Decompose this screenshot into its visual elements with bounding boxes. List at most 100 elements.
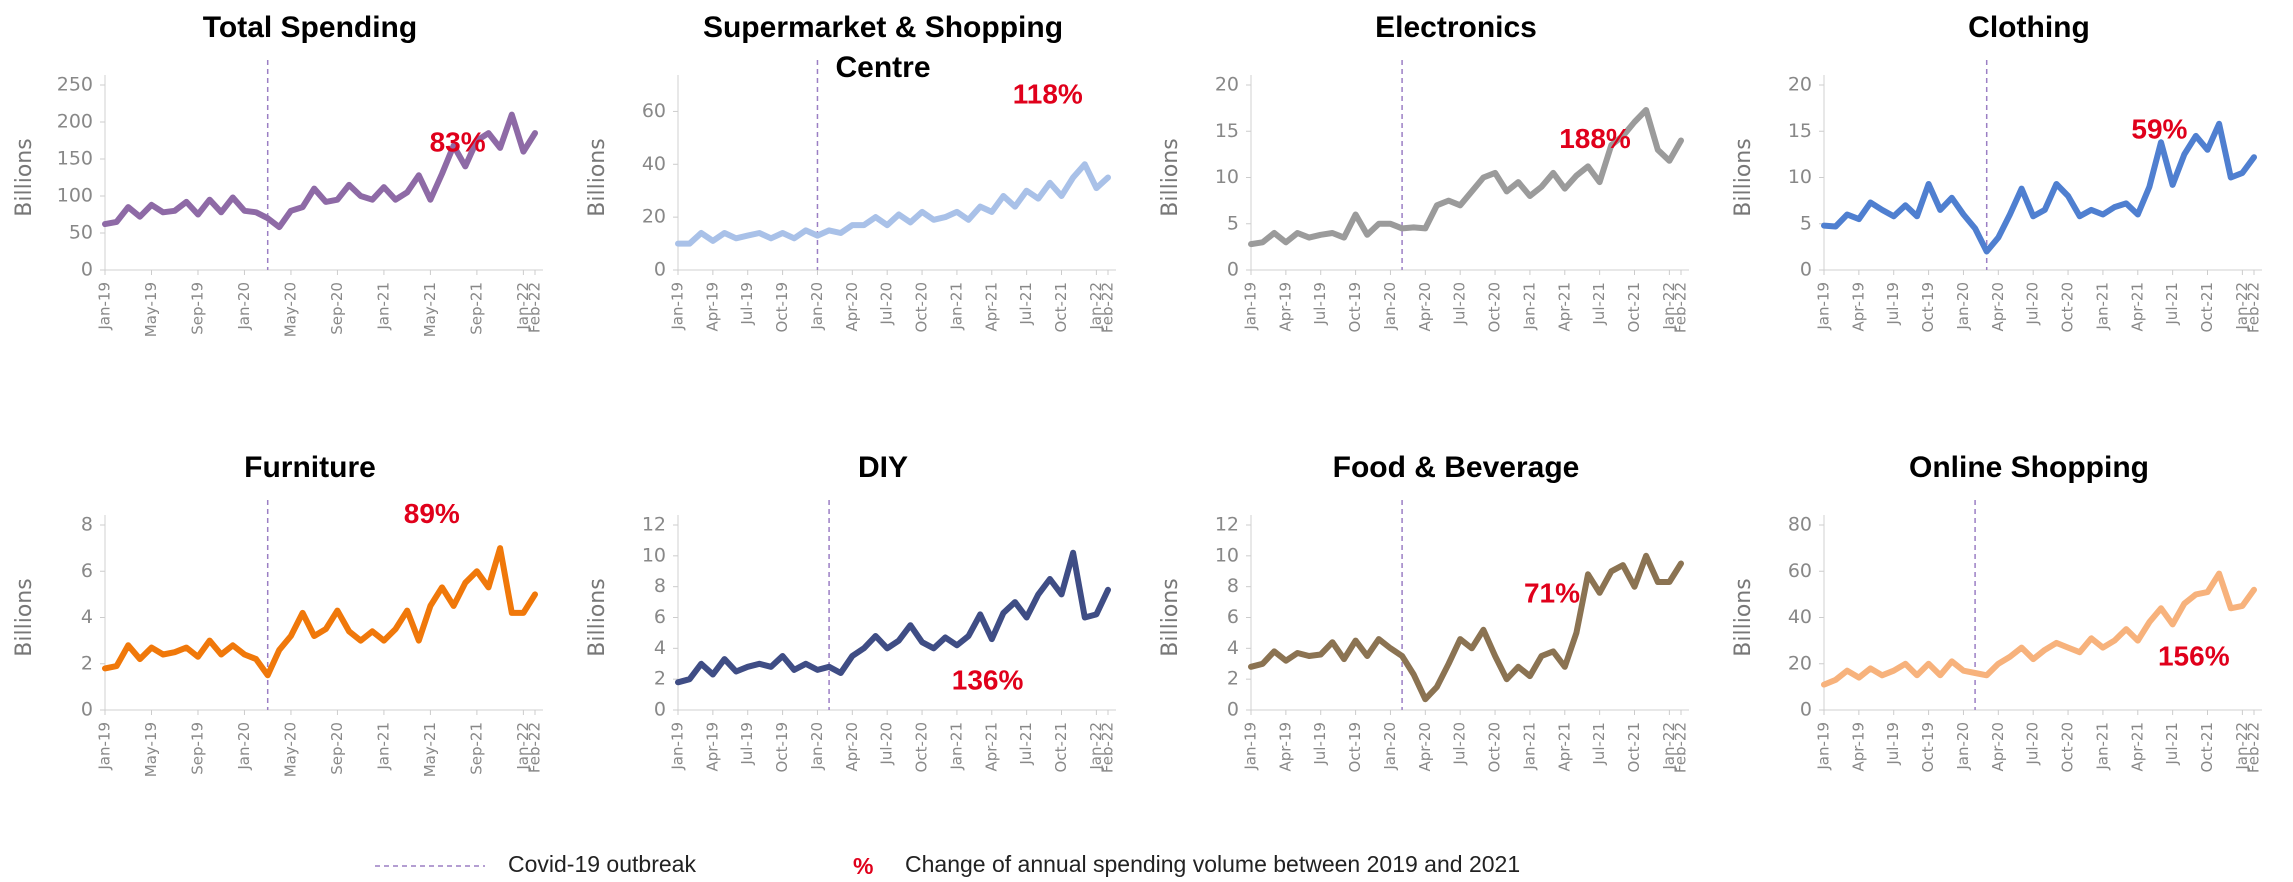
legend-change-text: Change of annual spending volume between… (905, 851, 1520, 877)
x-tick-label: Jan-21 (374, 722, 392, 771)
series-line (675, 161, 1111, 247)
x-tick-label: Jan-20 (1381, 282, 1399, 331)
x-tick-label: Jul-19 (738, 282, 756, 326)
x-tick-label: Oct-20 (1486, 722, 1504, 772)
y-axis-label: Billions (12, 138, 37, 216)
chart-title: DIY (857, 451, 908, 484)
y-tick-label: 80 (1788, 514, 1812, 536)
x-tick-label: Jul-21 (2163, 722, 2181, 766)
x-tick-label: Apr-20 (1989, 722, 2007, 772)
x-tick-label: Jul-20 (878, 722, 896, 766)
x-tick-label: Oct-20 (913, 722, 931, 772)
x-tick-label: Jan-19 (1242, 722, 1260, 771)
y-tick-label: 15 (1215, 120, 1239, 142)
y-tick-label: 8 (81, 514, 93, 536)
x-tick-label: Feb-22 (1099, 282, 1117, 333)
x-tick-label: Oct-19 (1346, 282, 1364, 332)
change-annotation: 71% (1524, 578, 1580, 609)
y-tick-label: 0 (1227, 259, 1239, 281)
y-axis-label: Billions (1158, 578, 1183, 656)
change-annotation: 118% (1013, 78, 1083, 109)
x-tick-label: Apr-20 (1416, 722, 1434, 772)
y-tick-label: 5 (1800, 212, 1812, 234)
x-tick-label: Apr-19 (703, 722, 721, 772)
x-tick-label: Oct-21 (2198, 722, 2216, 772)
series-line (1821, 570, 2257, 688)
x-tick-label: Jan-22 (1660, 722, 1678, 771)
x-tick-label: May-21 (421, 282, 439, 337)
x-tick-label: Oct-21 (1625, 722, 1643, 772)
x-tick-label: Feb-22 (2245, 282, 2263, 333)
change-annotation: 156% (2158, 641, 2230, 672)
x-tick-label: Jan-19 (96, 722, 114, 771)
y-tick-label: 0 (1800, 699, 1812, 721)
x-tick-label: Jan-20 (808, 282, 826, 331)
x-tick-label: Jul-21 (1017, 282, 1035, 326)
chart-title: Supermarket & Shopping Centre (702, 11, 1064, 84)
x-tick-label: Jan-21 (2093, 282, 2111, 331)
x-tick-label: Jan-20 (808, 722, 826, 771)
x-tick-label: Apr-21 (1555, 282, 1573, 332)
y-tick-label: 2 (654, 668, 666, 690)
change-annotation: 83% (430, 127, 486, 158)
y-tick-label: 0 (81, 699, 93, 721)
x-tick-label: Apr-20 (1989, 282, 2007, 332)
series-line (1248, 552, 1684, 703)
x-tick-label: Jan-19 (1815, 282, 1833, 331)
y-tick-label: 10 (1215, 166, 1239, 188)
series-line (102, 545, 538, 679)
x-tick-label: Jan-20 (1954, 282, 1972, 331)
x-tick-label: Jan-22 (1087, 722, 1105, 771)
chart-title: Electronics (1375, 11, 1537, 44)
x-tick-label: Feb-22 (1099, 722, 1117, 773)
series-line (1248, 107, 1684, 248)
y-tick-label: 40 (1788, 606, 1812, 628)
y-tick-label: 20 (1788, 74, 1812, 96)
y-tick-label: 100 (57, 185, 93, 207)
x-tick-label: Jan-19 (1242, 282, 1260, 331)
x-tick-label: Apr-21 (2128, 282, 2146, 332)
x-tick-label: Apr-19 (1849, 282, 1867, 332)
chart-title: Food & Beverage (1332, 451, 1580, 484)
y-tick-label: 2 (81, 652, 93, 674)
x-tick-label: Jul-21 (1590, 722, 1608, 766)
x-tick-label: Jul-19 (1311, 722, 1329, 766)
x-tick-label: Oct-20 (913, 282, 931, 332)
y-tick-label: 6 (1227, 606, 1239, 628)
chart-title: Total Spending (202, 11, 418, 44)
x-tick-label: Jan-20 (1381, 722, 1399, 771)
x-tick-label: Jan-21 (374, 282, 392, 331)
x-tick-label: Oct-20 (1486, 282, 1504, 332)
y-tick-label: 20 (1215, 74, 1239, 96)
y-tick-label: 0 (1227, 699, 1239, 721)
y-tick-label: 200 (57, 111, 93, 133)
legend-symbol: % (853, 853, 873, 879)
x-tick-label: Oct-20 (2059, 722, 2077, 772)
x-tick-label: Apr-19 (1276, 282, 1294, 332)
y-tick-label: 4 (654, 637, 666, 659)
x-tick-label: Oct-19 (773, 282, 791, 332)
x-tick-label: Jan-22 (2233, 722, 2251, 771)
x-tick-label: Jul-20 (2024, 282, 2042, 326)
x-tick-label: Jan-21 (1520, 282, 1538, 331)
x-tick-label: Sep-21 (467, 282, 485, 335)
y-axis-label: Billions (1158, 138, 1183, 216)
x-tick-label: Jan-22 (1087, 282, 1105, 331)
y-tick-label: 8 (654, 575, 666, 597)
y-tick-label: 12 (642, 514, 666, 536)
x-tick-label: Jul-21 (1017, 722, 1035, 766)
x-tick-label: Jul-21 (1590, 282, 1608, 326)
x-tick-label: Jul-19 (738, 722, 756, 766)
x-tick-label: Jan-21 (947, 282, 965, 331)
x-tick-label: Jan-19 (669, 282, 687, 331)
x-tick-label: Oct-20 (2059, 282, 2077, 332)
change-annotation: 59% (2131, 114, 2187, 145)
y-axis-label: Billions (12, 578, 37, 656)
x-tick-label: Oct-19 (1919, 722, 1937, 772)
x-tick-label: Jan-22 (514, 282, 532, 331)
x-tick-label: Jan-20 (235, 282, 253, 331)
y-tick-label: 250 (57, 74, 93, 96)
series-line (102, 111, 538, 231)
